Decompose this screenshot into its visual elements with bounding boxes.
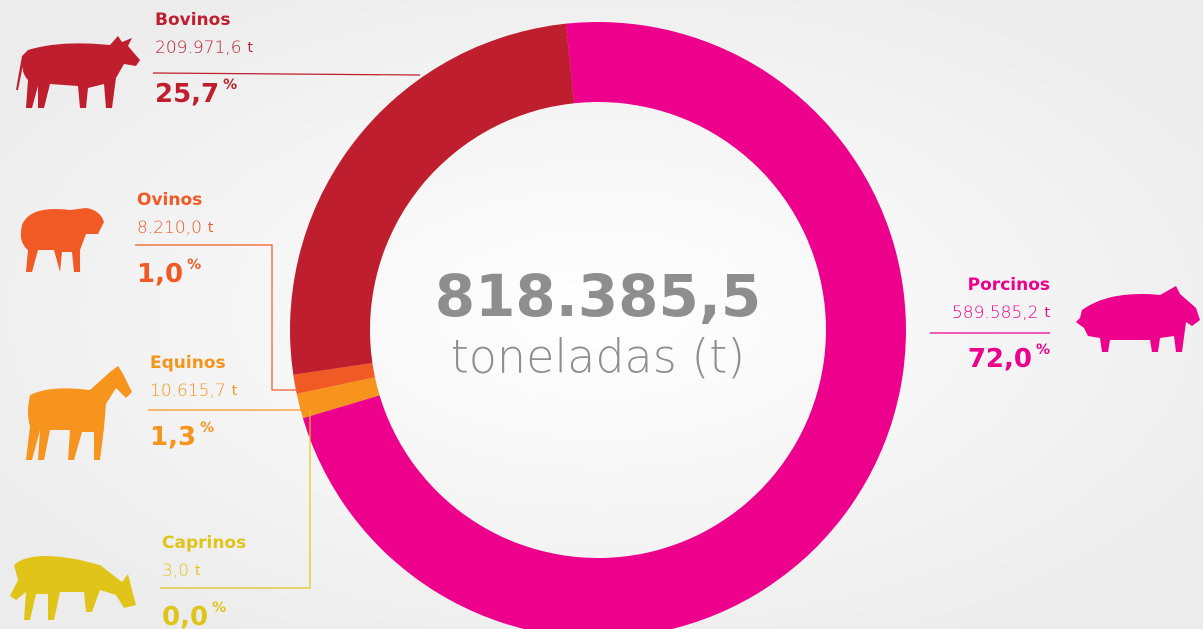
percent-text: 25,7% xyxy=(155,77,237,109)
category-label: Caprinos xyxy=(162,533,246,553)
donut xyxy=(290,22,906,629)
unit-label: t xyxy=(248,40,254,56)
category-label: Ovinos xyxy=(137,190,202,210)
icon-sheep xyxy=(20,208,104,272)
percent-label: 1,0 xyxy=(137,259,183,289)
percent-text: 0,0% xyxy=(162,600,226,629)
labels: Bovinos 209.971,6 t 25,7 % Ovinos 8.210,0 t 1,0%… xyxy=(135,10,1051,629)
icon-goat xyxy=(10,556,136,620)
center-label: toneladas (t) xyxy=(451,330,746,384)
leader-line xyxy=(160,410,311,589)
value-label: 209.971,6 xyxy=(155,38,242,58)
category-label: Porcinos xyxy=(968,275,1050,295)
value-text: 8.210,0 t xyxy=(137,218,214,238)
percent-unit: % xyxy=(1036,342,1050,358)
category-label: Bovinos xyxy=(155,10,230,30)
value-label: 589.585,2 xyxy=(952,303,1039,323)
leader-line xyxy=(135,244,300,391)
percent-label: 0,0 xyxy=(162,602,208,629)
leader-line xyxy=(152,72,421,76)
icon-cow xyxy=(16,36,140,108)
icon-pig xyxy=(1076,286,1200,352)
icon-horse xyxy=(26,366,132,460)
value-label: 8.210,0 xyxy=(137,218,202,238)
percent-label: 25,7 xyxy=(155,79,219,109)
value-text: 589.585,2 t xyxy=(952,303,1051,323)
percent-unit: % xyxy=(223,77,237,93)
percent-unit: % xyxy=(212,600,226,616)
percent-unit: % xyxy=(187,257,201,273)
percent-label: 72,0 xyxy=(968,344,1032,374)
unit-label: t xyxy=(208,220,214,236)
percent-label: 1,3 xyxy=(150,422,196,452)
percent-unit: % xyxy=(200,420,214,436)
unit-label: t xyxy=(1045,305,1051,321)
slice xyxy=(302,395,380,419)
value-label: 3,0 xyxy=(162,561,189,581)
slice xyxy=(296,377,380,419)
value-label: 10.615,7 xyxy=(150,381,226,401)
slice xyxy=(290,23,575,375)
percent-text: 1,0% xyxy=(137,257,201,289)
percent-text: 1,3% xyxy=(150,420,214,452)
center-value: 818.385,5 xyxy=(435,262,762,330)
percent-text: 72,0% xyxy=(968,342,1050,374)
value-text: 10.615,7 t xyxy=(150,381,238,401)
value-text: 3,0 t xyxy=(162,561,201,581)
value-text: 209.971,6 t xyxy=(155,38,254,58)
unit-label: t xyxy=(195,563,201,579)
unit-label: t xyxy=(232,383,238,399)
slice xyxy=(293,363,375,394)
category-label: Equinos xyxy=(150,353,226,373)
